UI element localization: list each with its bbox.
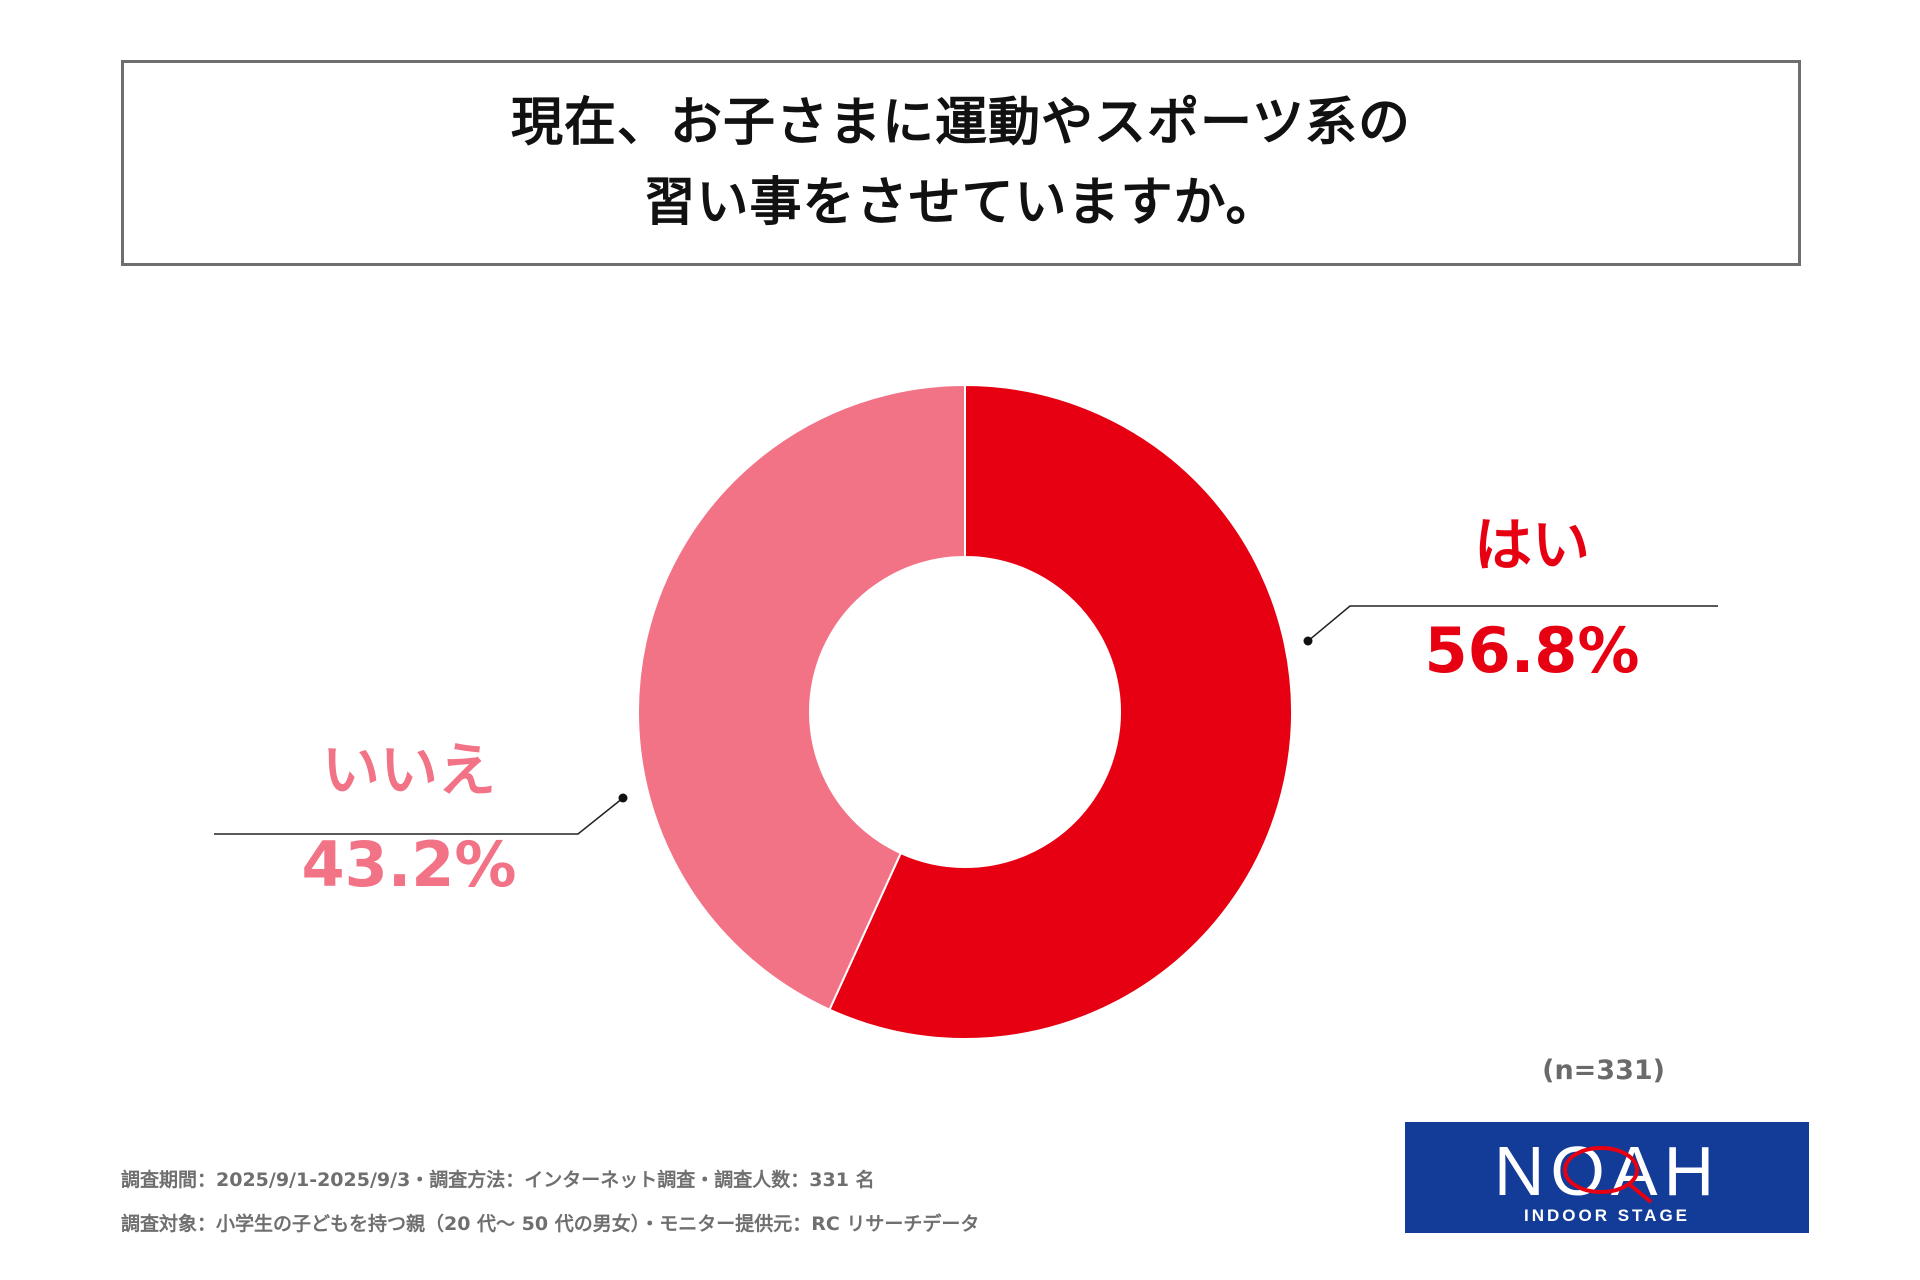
sample-size-label: (n=331) — [1542, 1055, 1665, 1086]
logo-brand-text: NOAH — [1494, 1132, 1720, 1210]
title-box: 現在、お子さまに運動やスポーツ系の 習い事をさせていますか。 — [121, 60, 1801, 266]
slice-value-yes: 56.8% — [1424, 614, 1639, 687]
logo-sub-text: INDOOR STAGE — [1524, 1206, 1690, 1225]
logo-racket-icon — [1563, 1146, 1639, 1194]
slice-no — [637, 383, 966, 1011]
survey-note-line-2: 調査対象：小学生の子どもを持つ親（20 代～ 50 代の男女）・モニター提供元：… — [121, 1213, 980, 1235]
slice-label-no: いいえ — [322, 736, 496, 804]
slice-value-no: 43.2% — [301, 828, 516, 901]
leader-dot-no — [618, 793, 628, 803]
survey-notes: 調査期間：2025/9/1-2025/9/3・調査方法：インターネット調査・調査… — [121, 1158, 979, 1246]
leader-line-yes — [1307, 605, 1718, 642]
survey-note-line-1: 調査期間：2025/9/1-2025/9/3・調査方法：インターネット調査・調査… — [121, 1169, 875, 1191]
noah-logo: NOAH INDOOR STAGE — [1405, 1122, 1809, 1233]
slice-yes — [828, 383, 1293, 1040]
slice-label-yes: はい — [1474, 511, 1590, 579]
chart-title-line-2: 習い事をさせていますか。 — [643, 173, 1279, 233]
leader-line-no — [214, 797, 624, 835]
leader-dot-yes — [1303, 636, 1313, 646]
chart-title-line-1: 現在、お子さまに運動やスポーツ系の — [511, 93, 1411, 153]
